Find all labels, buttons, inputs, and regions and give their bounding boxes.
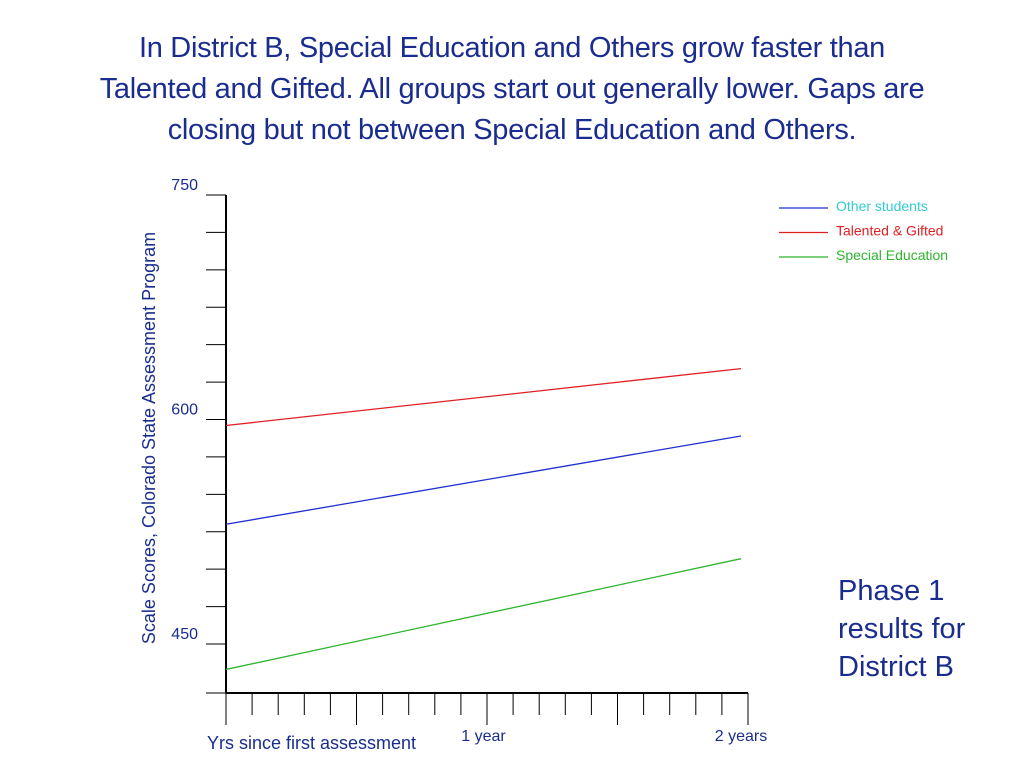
series-line (225, 367, 742, 427)
y-tick-label: 750 (171, 177, 198, 194)
y-tick-label: 600 (171, 402, 198, 419)
chart-legend: Other students Talented & Gifted Special E… (779, 198, 948, 263)
chart-series (225, 367, 742, 671)
caption-line-2: results for (838, 613, 966, 645)
x-axis-ticks: 1 year 2 years (225, 693, 767, 745)
title-line-3: closing but not between Special Educatio… (167, 114, 857, 146)
caption-line-1: Phase 1 (838, 575, 945, 607)
series-line (225, 435, 742, 525)
y-tick-label: 450 (171, 626, 198, 643)
chart-axes (225, 195, 748, 694)
series-line (225, 558, 742, 671)
title-line-1: In District B, Special Education and Oth… (138, 32, 886, 64)
legend-label: Special Education (836, 247, 948, 263)
title-line-2: Talented and Gifted. All groups start ou… (99, 73, 925, 105)
slide-title: In District B, Special Education and Oth… (0, 28, 1024, 151)
x-axis-label: Yrs since first assessment (207, 733, 416, 753)
x-tick-label: 2 years (715, 728, 767, 745)
y-axis-label: Scale Scores, Colorado State Assessment … (139, 232, 159, 644)
legend-label: Talented & Gifted (836, 223, 943, 239)
slide-caption: Phase 1 results for District B (838, 572, 1018, 686)
caption-line-3: District B (838, 651, 954, 683)
y-axis-ticks: 750 600 450 (171, 177, 226, 694)
x-tick-label: 1 year (461, 728, 506, 745)
legend-label: Other students (836, 198, 928, 214)
